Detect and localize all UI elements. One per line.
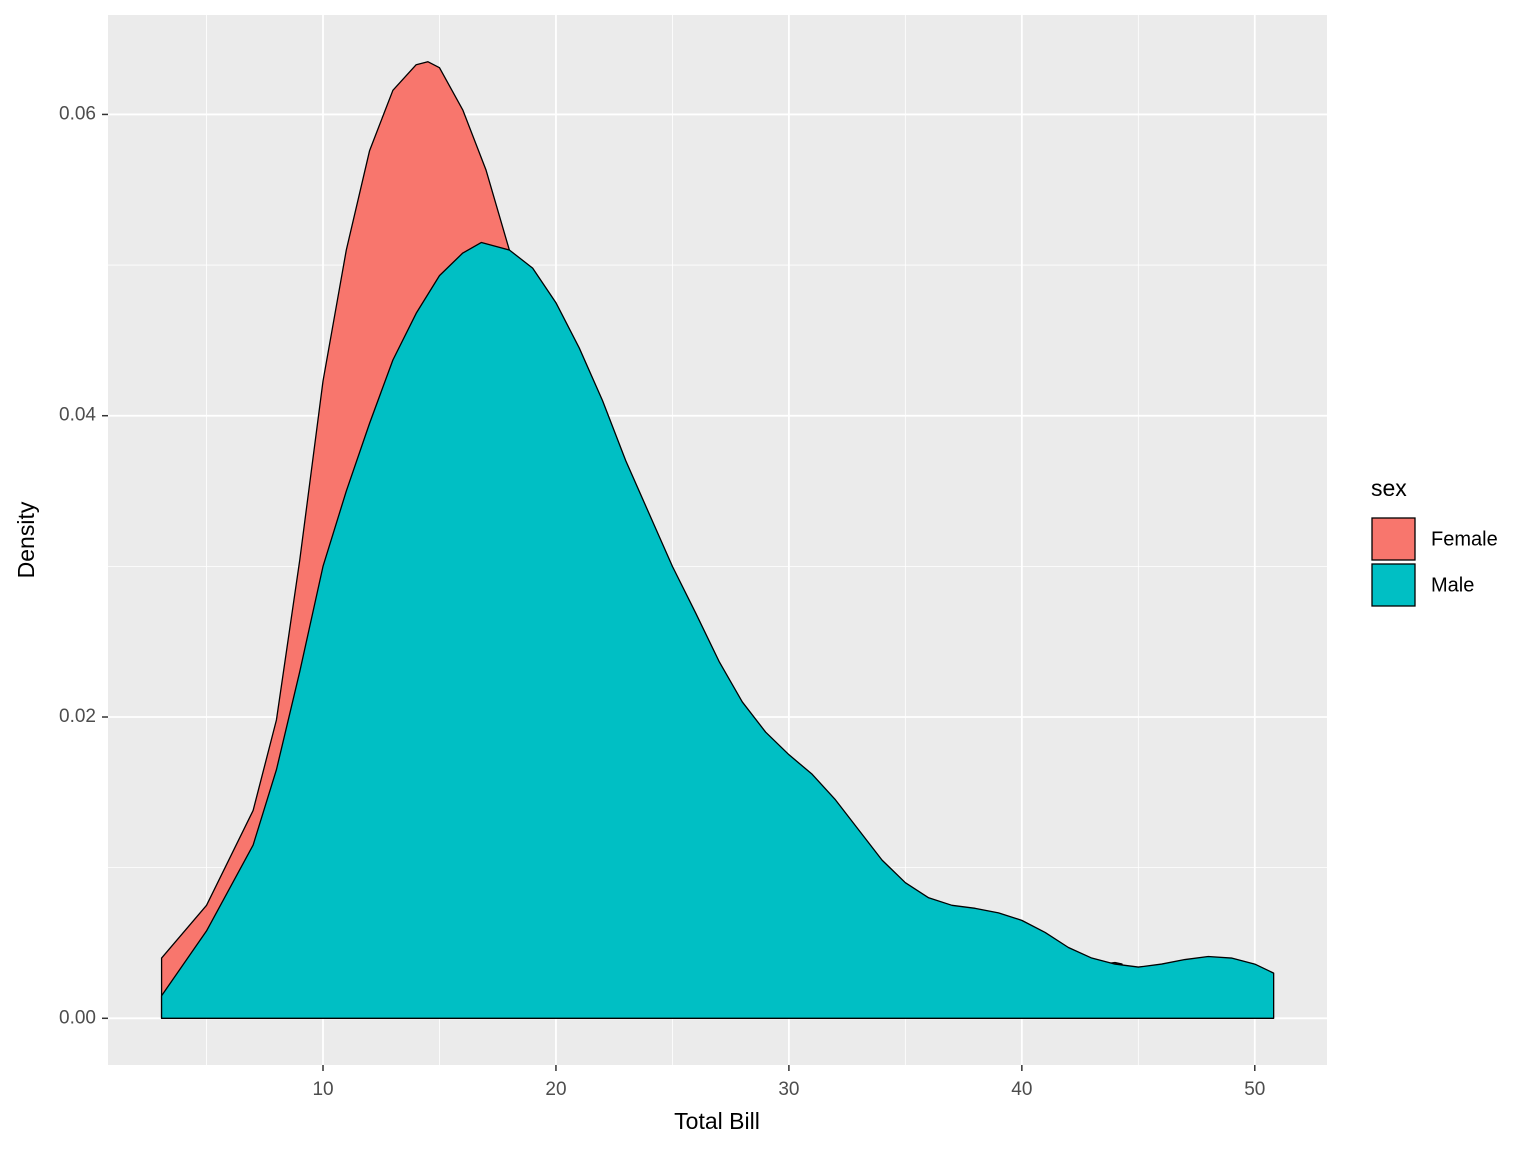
x-tick-label: 40 xyxy=(1011,1079,1032,1100)
legend-key xyxy=(1371,563,1416,607)
x-tick-label: 30 xyxy=(778,1079,799,1100)
y-axis-title: Density xyxy=(13,501,39,578)
y-tick-label: 0.04 xyxy=(59,405,96,426)
x-tick-label: 10 xyxy=(312,1079,333,1100)
legend-label: Male xyxy=(1431,574,1474,596)
x-tick-label: 20 xyxy=(545,1079,566,1100)
legend-title: sex xyxy=(1371,475,1407,501)
y-tick-label: 0.00 xyxy=(59,1007,96,1028)
legend-key xyxy=(1371,517,1416,561)
areas xyxy=(160,61,1275,1019)
y-tick-label: 0.02 xyxy=(59,706,96,727)
x-tick-label: 50 xyxy=(1244,1079,1265,1100)
legend-label: Female xyxy=(1431,528,1498,550)
axes: 10 20 30 40 50 0.00 0.02 0.04 0.06 xyxy=(59,103,1265,1100)
x-axis-title: Total Bill xyxy=(674,1108,760,1134)
density-area xyxy=(160,241,1275,1019)
y-tick-label: 0.06 xyxy=(59,103,96,124)
legend: Female Male xyxy=(1371,517,1498,607)
